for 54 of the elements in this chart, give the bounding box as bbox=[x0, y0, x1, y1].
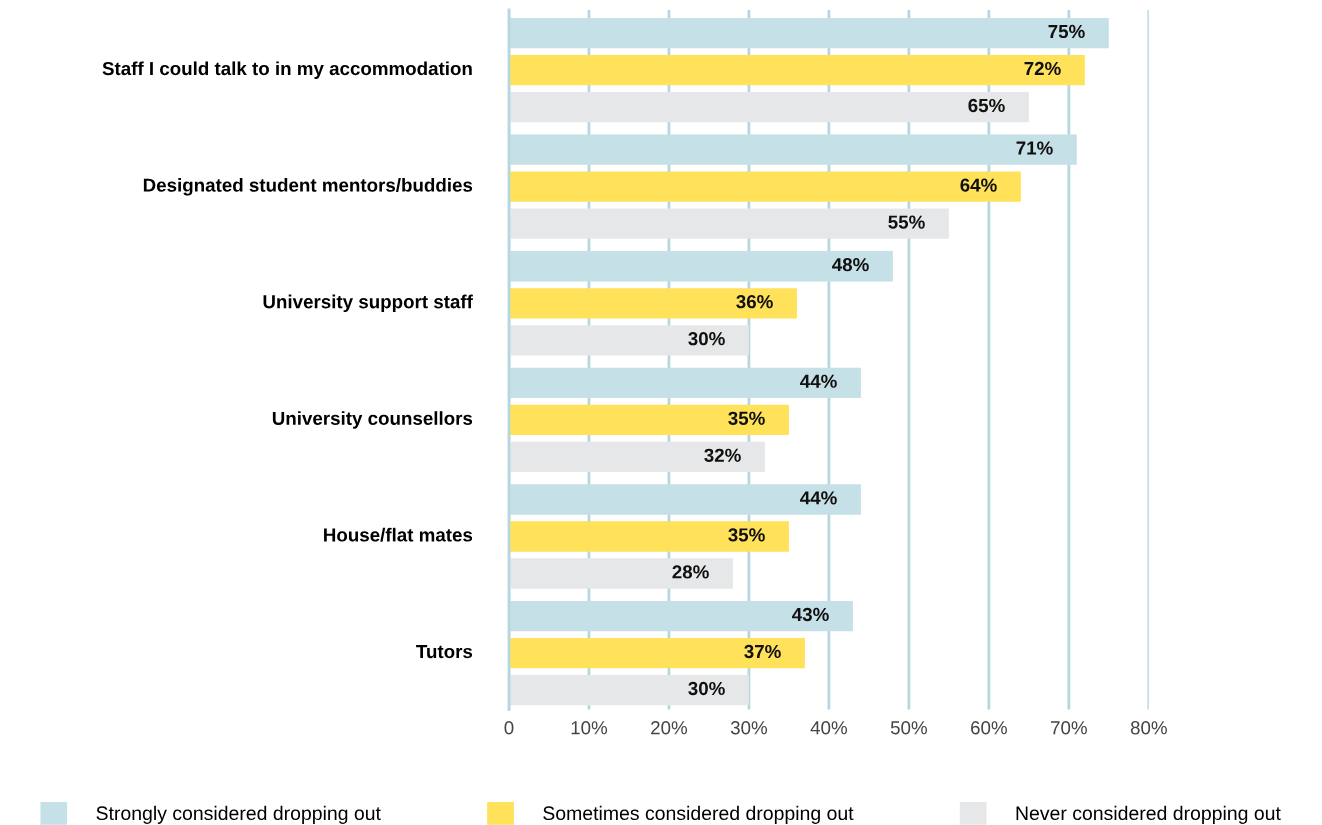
text: 55% bbox=[888, 215, 925, 229]
text: 30% bbox=[688, 681, 725, 696]
y-tick-label: Designated student mentors/buddies bbox=[143, 178, 473, 196]
text: 72% bbox=[1024, 61, 1061, 76]
bar bbox=[508, 404, 789, 436]
bar bbox=[508, 288, 797, 319]
text: 28% bbox=[672, 565, 709, 579]
bar bbox=[508, 91, 1029, 123]
text: 44% bbox=[800, 491, 837, 505]
x-tick-label: 60% bbox=[971, 721, 1007, 735]
bar bbox=[508, 674, 749, 706]
legend-label: Sometimes considered dropping out bbox=[543, 805, 854, 824]
legend-label: Strongly considered dropping out bbox=[96, 805, 381, 824]
text: 65% bbox=[968, 98, 1005, 113]
text: 43% bbox=[792, 607, 829, 622]
bar bbox=[508, 484, 861, 515]
y-tick-label: University support staff bbox=[263, 294, 473, 313]
x-tick-label: 50% bbox=[890, 721, 927, 735]
text: 44% bbox=[800, 374, 837, 388]
x-tick-label: 20% bbox=[651, 721, 688, 735]
bar bbox=[508, 558, 733, 589]
bar bbox=[508, 54, 1085, 86]
x-tick-label: 70% bbox=[1051, 721, 1087, 735]
x-tick-label: 0 bbox=[504, 721, 514, 735]
y-tick-label: Tutors bbox=[416, 645, 473, 659]
text: 30% bbox=[688, 332, 725, 346]
text: 64% bbox=[960, 178, 997, 192]
bar bbox=[508, 600, 853, 632]
x-tick-label: 30% bbox=[730, 721, 768, 735]
legend-label: Never considered dropping out bbox=[1016, 805, 1281, 824]
bar bbox=[508, 251, 893, 282]
text: 32% bbox=[704, 448, 741, 462]
bar bbox=[508, 367, 861, 399]
text: 71% bbox=[1016, 141, 1053, 155]
text: 48% bbox=[832, 258, 869, 272]
bar bbox=[508, 521, 789, 552]
y-tick-label: Staff I could talk to in my accommodation bbox=[102, 61, 472, 79]
bar bbox=[508, 637, 805, 669]
bar bbox=[508, 325, 749, 356]
text: 37% bbox=[744, 644, 781, 659]
y-tick-label: House/flat mates bbox=[324, 527, 473, 542]
text: 35% bbox=[728, 528, 765, 542]
text: 75% bbox=[1048, 24, 1085, 39]
bar bbox=[508, 17, 1109, 49]
x-tick-label: 80% bbox=[1130, 721, 1167, 735]
text: 36% bbox=[736, 295, 773, 309]
bar bbox=[508, 134, 1077, 165]
x-tick-label: 10% bbox=[571, 721, 608, 735]
x-tick-label: 40% bbox=[810, 721, 847, 735]
bar bbox=[508, 441, 765, 473]
bar bbox=[508, 171, 1021, 202]
bar bbox=[508, 208, 949, 239]
text: 35% bbox=[728, 411, 765, 425]
y-tick-label: University counsellors bbox=[272, 411, 473, 429]
